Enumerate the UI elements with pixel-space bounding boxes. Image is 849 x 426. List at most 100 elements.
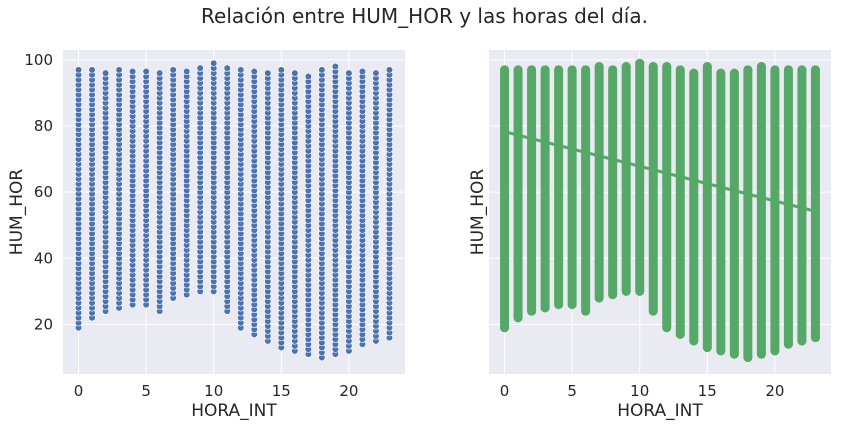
- data-point: [291, 69, 299, 77]
- data-point: [716, 346, 726, 356]
- data-point: [277, 66, 285, 74]
- data-point: [621, 62, 631, 71]
- x-axis-label: HORA_INT: [191, 401, 277, 421]
- data-point: [770, 346, 780, 356]
- data-point: [594, 293, 604, 303]
- data-point: [318, 66, 326, 74]
- data-point: [554, 65, 564, 75]
- data-point: [250, 67, 258, 76]
- data-point: [372, 69, 380, 77]
- x-tick-label: 0: [500, 382, 510, 400]
- data-point: [527, 306, 536, 316]
- data-point: [811, 333, 820, 343]
- data-point: [304, 72, 312, 81]
- data-point: [129, 67, 137, 76]
- data-point: [756, 349, 766, 359]
- data-point: [702, 62, 712, 71]
- data-point: [540, 65, 550, 75]
- data-point: [331, 62, 339, 71]
- x-tick-label: 10: [630, 382, 649, 400]
- data-point: [169, 66, 177, 74]
- data-point: [183, 67, 191, 76]
- x-tick-label: 10: [204, 382, 223, 400]
- data-point: [635, 286, 645, 296]
- data-point: [811, 65, 820, 75]
- data-point: [743, 65, 753, 75]
- regression-line: [504, 130, 816, 213]
- data-point: [689, 336, 699, 346]
- data-point: [540, 303, 550, 313]
- data-point: [196, 64, 204, 72]
- data-point: [594, 62, 604, 71]
- data-point: [662, 323, 672, 333]
- y-tick-label: 60: [34, 183, 53, 201]
- data-point: [608, 65, 618, 75]
- data-point: [88, 66, 96, 74]
- data-point: [101, 69, 110, 77]
- data-point: [770, 65, 780, 75]
- data-point: [385, 66, 394, 74]
- data-point: [115, 66, 123, 74]
- y-tick-label: 100: [24, 51, 53, 69]
- data-point: [675, 329, 685, 339]
- data-point: [581, 306, 591, 316]
- figure-title: Relación entre HUM_HOR y las horas del d…: [201, 4, 648, 28]
- data-point: [500, 323, 509, 333]
- data-points: [74, 59, 394, 362]
- data-point: [513, 65, 523, 75]
- y-tick-label: 20: [34, 315, 53, 333]
- x-tick-label: 5: [567, 382, 577, 400]
- data-point: [264, 69, 272, 77]
- data-point: [608, 290, 618, 300]
- data-point: [784, 65, 793, 75]
- data-point: [210, 59, 218, 67]
- x-tick-label: 20: [765, 382, 784, 400]
- data-point: [702, 343, 712, 352]
- data-point: [513, 313, 523, 323]
- scatter-panel: 0 5 10 15 20 20 40 60 80 100 HORA_INT HUM_HOR: [7, 50, 405, 421]
- data-point: [567, 65, 577, 75]
- data-point: [784, 339, 793, 349]
- data-point: [743, 353, 753, 362]
- y-axis-label: HUM_HOR: [7, 169, 27, 256]
- data-point: [581, 65, 591, 75]
- x-tick-label: 20: [339, 382, 358, 400]
- data-point: [345, 69, 353, 77]
- data-point: [527, 65, 536, 75]
- data-point: [729, 349, 739, 359]
- data-point: [756, 62, 766, 71]
- x-tick-label: 0: [74, 382, 84, 400]
- data-points: [500, 58, 820, 362]
- data-point: [74, 66, 83, 74]
- data-point: [662, 62, 672, 71]
- y-axis-label: HUM_HOR: [468, 169, 488, 256]
- data-point: [716, 68, 726, 78]
- data-point: [648, 306, 658, 316]
- data-point: [797, 336, 807, 346]
- data-point: [621, 286, 631, 296]
- y-tick-label: 80: [34, 117, 53, 135]
- data-point: [648, 62, 658, 71]
- x-tick-label: 5: [141, 382, 151, 400]
- data-point: [223, 64, 231, 72]
- plot-area: [63, 50, 405, 374]
- data-point: [797, 65, 807, 75]
- x-tick-label: 15: [698, 382, 717, 400]
- data-point: [729, 68, 739, 78]
- data-point: [567, 300, 577, 309]
- regplot-panel: 0 5 10 15 20 HORA_INT HUM_HOR: [468, 50, 831, 421]
- plot-area: [489, 50, 831, 374]
- data-point: [156, 69, 164, 77]
- data-point: [500, 65, 509, 75]
- data-point: [142, 67, 150, 76]
- x-tick-label: 15: [272, 382, 291, 400]
- x-axis-label: HORA_INT: [617, 401, 703, 421]
- y-tick-label: 40: [34, 249, 53, 267]
- data-point: [358, 67, 367, 76]
- data-point: [689, 68, 699, 78]
- data-point: [675, 65, 685, 75]
- data-point: [237, 66, 245, 74]
- data-point: [635, 58, 645, 68]
- data-point: [554, 300, 564, 309]
